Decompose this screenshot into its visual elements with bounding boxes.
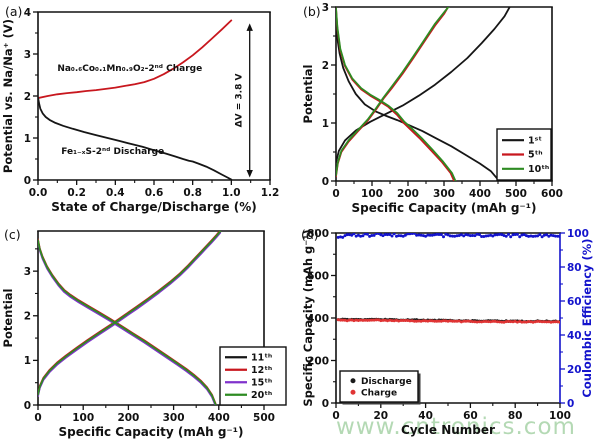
svg-text:Specific Capacity (mAh g⁻¹): Specific Capacity (mAh g⁻¹) — [59, 425, 244, 439]
svg-text:0.4: 0.4 — [106, 187, 125, 199]
svg-text:0: 0 — [332, 410, 339, 422]
svg-text:300: 300 — [163, 412, 185, 424]
svg-text:40: 40 — [418, 410, 433, 422]
svg-text:0: 0 — [567, 398, 574, 410]
svg-text:40: 40 — [567, 330, 582, 342]
svg-text:5ᵗʰ: 5ᵗʰ — [528, 150, 543, 161]
svg-text:1: 1 — [24, 355, 31, 367]
svg-text:15ᵗʰ: 15ᵗʰ — [251, 377, 272, 388]
panel-c-plot: 0 100 200 300 400 500 0 1 2 3 Specific Capacity (m… — [1, 227, 287, 439]
svg-text:800: 800 — [307, 228, 329, 240]
svg-text:Potential: Potential — [301, 65, 315, 124]
svg-text:200: 200 — [117, 412, 139, 424]
panel-c: 0 100 200 300 400 500 0 1 2 3 Specific Capacity (m… — [0, 223, 300, 446]
svg-text:20ᵗʰ: 20ᵗʰ — [251, 390, 272, 401]
svg-text:100: 100 — [567, 228, 589, 240]
panel-b-plot: 0 100 200 300 400 500 600 0 1 2 3 Specific Capacity… — [301, 2, 563, 215]
svg-text:1: 1 — [322, 118, 329, 130]
svg-text:1.2: 1.2 — [261, 187, 280, 199]
svg-text:0.6: 0.6 — [145, 187, 164, 199]
panel-d: 0 20 40 60 80 100 0 200 400 600 800 0 20 40 60 80 100 Cyc… — [300, 223, 600, 446]
svg-text:600: 600 — [307, 270, 329, 282]
svg-text:0: 0 — [322, 398, 329, 410]
svg-text:0.2: 0.2 — [67, 187, 86, 199]
svg-text:400: 400 — [469, 188, 491, 200]
svg-text:0: 0 — [34, 412, 41, 424]
svg-text:11ᵗʰ: 11ᵗʰ — [251, 352, 272, 363]
svg-text:400: 400 — [208, 412, 230, 424]
svg-text:0: 0 — [24, 175, 31, 187]
svg-text:100: 100 — [361, 188, 383, 200]
panel-a-plot: 0.0 0.2 0.4 0.6 0.8 1.0 1.2 0 1 2 3 4 State of Charg… — [1, 4, 280, 214]
svg-text:Fe₁₋ₓS-2ⁿᵈ Discharge: Fe₁₋ₓS-2ⁿᵈ Discharge — [61, 147, 164, 157]
svg-text:3: 3 — [24, 49, 31, 61]
svg-text:200: 200 — [397, 188, 419, 200]
svg-text:Discharge: Discharge — [361, 377, 412, 387]
watermark: www.cntronics.com — [336, 414, 576, 440]
svg-text:0: 0 — [24, 400, 31, 412]
svg-text:3: 3 — [24, 266, 31, 278]
svg-text:200: 200 — [307, 355, 329, 367]
svg-text:0.8: 0.8 — [183, 187, 202, 199]
svg-text:Coulombic Efficiency (%): Coulombic Efficiency (%) — [580, 238, 594, 397]
svg-text:2: 2 — [322, 60, 329, 72]
svg-text:1: 1 — [24, 133, 31, 145]
panel-b: 0 100 200 300 400 500 600 0 1 2 3 Specific Capacity… — [300, 0, 600, 223]
svg-text:100: 100 — [549, 410, 571, 422]
svg-text:2: 2 — [24, 311, 31, 323]
svg-text:(c): (c) — [4, 227, 21, 242]
svg-text:0: 0 — [332, 188, 339, 200]
panel-a: 0.0 0.2 0.4 0.6 0.8 1.0 1.2 0 1 2 3 4 State of Charg… — [0, 0, 300, 223]
svg-text:60: 60 — [567, 296, 582, 308]
svg-text:60: 60 — [463, 410, 478, 422]
svg-text:3: 3 — [322, 2, 329, 14]
svg-text:Na₀.₆Co₀.₁Mn₀.₉O₂-2ⁿᵈ Charge: Na₀.₆Co₀.₁Mn₀.₉O₂-2ⁿᵈ Charge — [57, 64, 202, 74]
svg-text:20: 20 — [567, 364, 582, 376]
svg-text:State of Charge/Discharge (%): State of Charge/Discharge (%) — [51, 200, 256, 214]
svg-text:1.0: 1.0 — [222, 187, 241, 199]
svg-text:80: 80 — [567, 262, 582, 274]
svg-text:400: 400 — [307, 313, 329, 325]
svg-text:0.0: 0.0 — [29, 187, 48, 199]
panel-d-plot: 0 20 40 60 80 1000200400600800020406080100Cyc… — [301, 227, 594, 437]
svg-text:0: 0 — [322, 176, 329, 188]
svg-text:(a): (a) — [5, 4, 22, 19]
svg-text:1ˢᵗ: 1ˢᵗ — [528, 135, 542, 146]
svg-text:4: 4 — [24, 7, 31, 19]
svg-text:600: 600 — [541, 188, 563, 200]
svg-text:500: 500 — [253, 412, 275, 424]
svg-text:500: 500 — [505, 188, 527, 200]
svg-text:300: 300 — [433, 188, 455, 200]
svg-text:100: 100 — [72, 412, 94, 424]
svg-text:Specific Capacity (mAh g⁻¹): Specific Capacity (mAh g⁻¹) — [352, 201, 537, 215]
svg-text:ΔV = 3.8 V: ΔV = 3.8 V — [235, 73, 245, 127]
svg-text:20: 20 — [373, 410, 388, 422]
svg-text:12ᵗʰ: 12ᵗʰ — [251, 365, 272, 376]
svg-text:(d): (d) — [301, 227, 319, 242]
svg-text:80: 80 — [508, 410, 523, 422]
svg-text:Potential vs. Na/Na⁺ (V): Potential vs. Na/Na⁺ (V) — [1, 19, 15, 173]
svg-text:(b): (b) — [303, 4, 321, 19]
svg-text:Cycle Number: Cycle Number — [401, 423, 495, 437]
svg-text:Potential: Potential — [1, 289, 15, 348]
svg-text:Specific Capacity (mAh g⁻¹): Specific Capacity (mAh g⁻¹) — [301, 229, 315, 406]
svg-text:10ᵗʰ: 10ᵗʰ — [528, 164, 549, 175]
svg-text:2: 2 — [24, 91, 31, 103]
svg-text:Charge: Charge — [361, 388, 397, 398]
